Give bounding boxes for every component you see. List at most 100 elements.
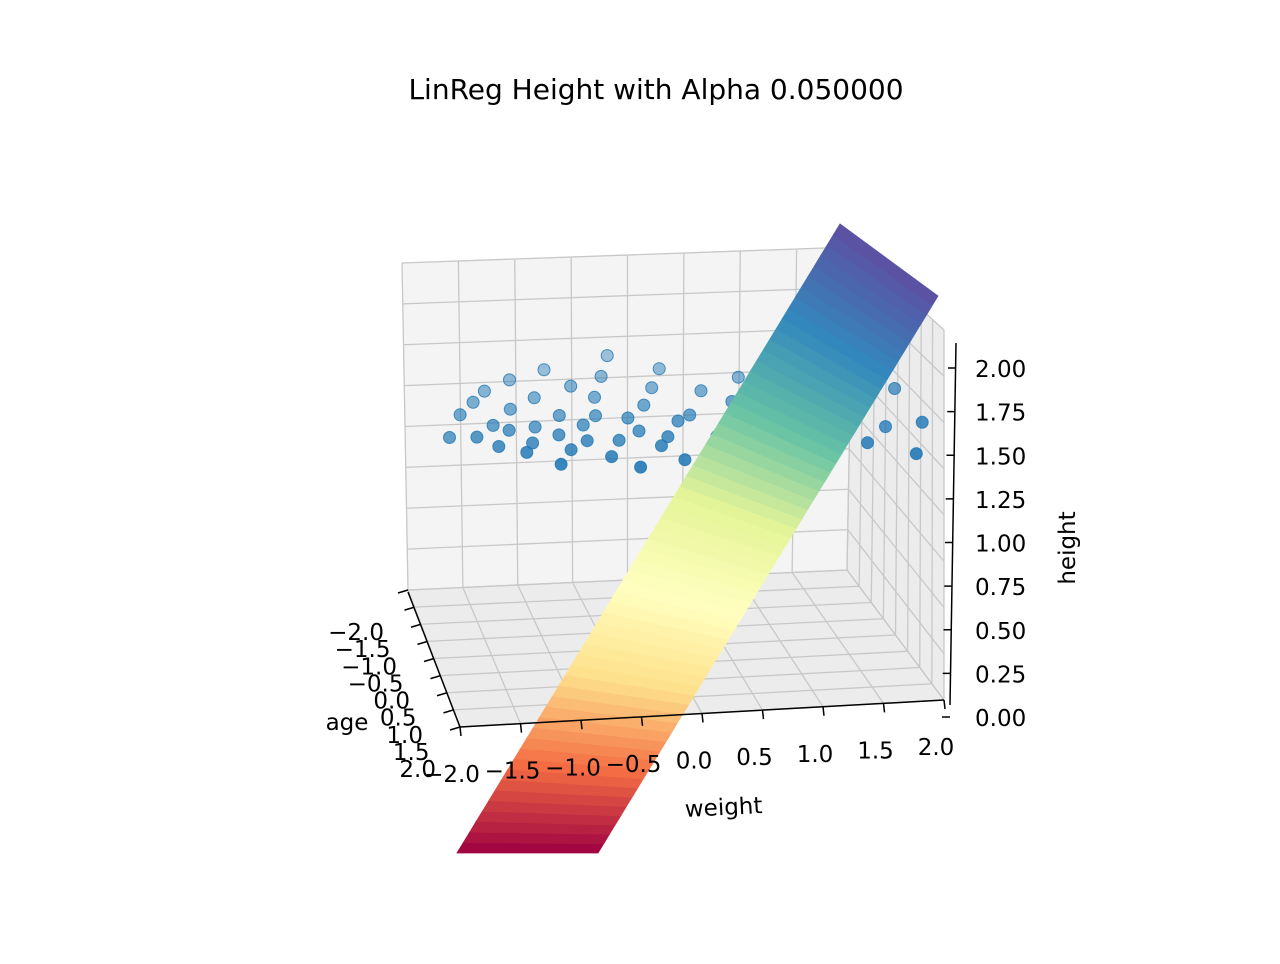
tick-label: 0.0 [373, 689, 410, 715]
y-axis-label: age [326, 710, 369, 736]
tick-label: 0.25 [975, 662, 1026, 688]
tick-mark [822, 706, 825, 716]
tick-mark [882, 703, 886, 713]
tick-label: 0.5 [736, 745, 773, 771]
regression-surface [456, 223, 939, 854]
scatter-point [652, 362, 666, 376]
grid-line [791, 572, 885, 704]
scatter-point [564, 379, 578, 393]
grid-line [846, 569, 945, 701]
surface-band [456, 842, 605, 854]
scatter-point [443, 431, 456, 444]
grid-line [401, 246, 854, 264]
tick-mark [443, 709, 454, 714]
tick-label: −1.5 [485, 759, 541, 785]
scatter-point [605, 450, 619, 464]
tick-mark [459, 726, 462, 737]
tick-label: 1.75 [975, 401, 1026, 427]
scatter-point [552, 428, 566, 442]
tick-marks [397, 367, 956, 737]
tick-labels: −2.0 −1.5 −1.0 −0.5 0.0 0.5 1.0 1.5 2.0−2.0−1.5−… [328, 357, 1026, 788]
tick-mark [640, 716, 644, 726]
scatter-point [645, 381, 659, 395]
scatter-point [526, 436, 540, 450]
tick-label: 1.00 [975, 532, 1026, 558]
scatter-point [470, 430, 484, 444]
scatter-point [477, 384, 491, 398]
tick-label: 1.0 [797, 742, 834, 768]
scatter-point [552, 409, 566, 422]
z-axis-label: height [1055, 511, 1081, 584]
grid-line [906, 298, 911, 652]
scatter-point [661, 430, 675, 444]
tick-label: 1.0 [386, 723, 423, 749]
z-axis-line [949, 342, 957, 706]
tick-mark [430, 674, 441, 680]
tick-label: −2.0 [328, 620, 384, 646]
scatter-point [564, 443, 578, 457]
scatter-point [588, 390, 601, 404]
tick-mark [436, 692, 448, 697]
tick-label: 0.50 [975, 619, 1026, 645]
tick-label: 1.5 [857, 738, 894, 764]
tick-label: −1.5 [335, 637, 391, 663]
tick-label: −1.0 [545, 755, 601, 781]
y-axis-line [407, 591, 461, 728]
tick-mark [701, 713, 704, 723]
tick-mark [943, 699, 946, 710]
scatter-point [731, 370, 745, 384]
tick-label: 2.0 [399, 757, 436, 783]
tick-label: 0.00 [975, 706, 1026, 732]
scatter-point [879, 420, 892, 434]
tick-mark [417, 640, 428, 646]
tick-mark [397, 589, 409, 594]
scatter-point [527, 391, 541, 405]
tick-label: −0.5 [348, 671, 404, 697]
grid-line [931, 319, 934, 684]
tick-mark [423, 657, 435, 663]
scatter-point [612, 433, 626, 447]
tick-label: −1.0 [341, 654, 397, 680]
tick-label: 2.0 [918, 735, 955, 761]
scatter-point [621, 411, 635, 425]
surface-band [833, 223, 939, 306]
tick-mark [761, 710, 765, 720]
tick-mark [580, 720, 583, 730]
scatter-point [594, 369, 608, 383]
scatter-point [537, 363, 551, 377]
scatter-point [576, 418, 590, 432]
scatter-point [554, 457, 568, 471]
scatter-point [888, 382, 902, 395]
tick-mark [404, 606, 415, 611]
tick-mark [410, 623, 422, 628]
scatter-point [632, 424, 646, 438]
scatter-point [694, 384, 708, 398]
tick-label: 1.5 [393, 740, 430, 766]
tick-mark [519, 723, 523, 733]
scatter-point [915, 415, 929, 429]
scatter-point [634, 460, 648, 474]
scatter-point [466, 395, 480, 409]
scatter-point [528, 420, 542, 434]
tick-label: 1.25 [975, 488, 1026, 514]
x-axis-label: weight [684, 793, 763, 823]
tick-label: 0.75 [975, 575, 1026, 601]
grid-line [919, 309, 922, 668]
grid-line [402, 286, 853, 305]
scatter-point [637, 398, 651, 412]
scatter-point [503, 402, 517, 416]
scatter-point [453, 408, 467, 422]
scatter-point [683, 408, 697, 422]
grid-line [849, 408, 945, 516]
tick-label: 0.0 [676, 749, 713, 775]
tick-label: −2.0 [424, 762, 480, 788]
tick-label: 0.5 [380, 706, 417, 732]
scatter-point [600, 349, 614, 363]
chart-title: LinReg Height with Alpha 0.050000 [408, 73, 903, 106]
tick-mark [449, 726, 461, 731]
scatter-points [443, 349, 929, 474]
scatter-point [580, 434, 594, 448]
scatter-point [909, 447, 923, 461]
scatter-point [861, 436, 874, 450]
